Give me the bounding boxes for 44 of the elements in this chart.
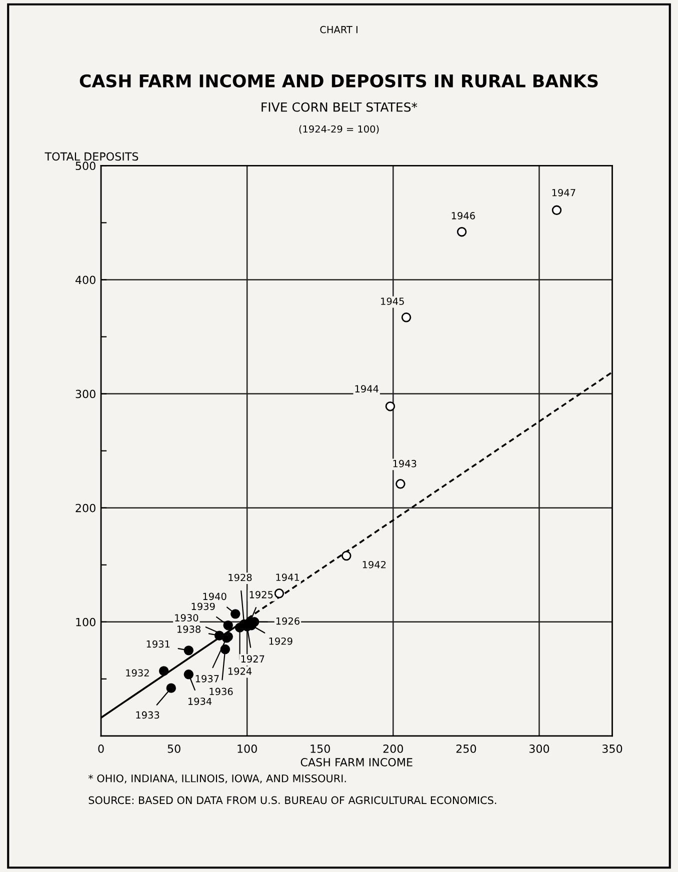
annotation: 1926 — [276, 617, 300, 625]
annotation: 1925 — [250, 590, 273, 598]
y-tick-label: 100 — [76, 618, 96, 626]
text: (1924-29 = 100) — [299, 125, 379, 134]
y-tick-label: 500 — [76, 162, 96, 170]
annotation: 1934 — [188, 698, 212, 705]
x-tick-label: 350 — [602, 744, 622, 753]
annotation: 1928 — [228, 574, 252, 582]
x-tick-label: 200 — [383, 744, 404, 753]
source-note: SOURCE: BASED ON DATA FROM U.S. BUREAU OF AGRICULTURAL ECONOMICS. — [88, 796, 496, 804]
annotation: 1942 — [362, 560, 386, 568]
x-axis-title: CASH FARM INCOME — [300, 758, 412, 766]
annotation: 1929 — [269, 637, 292, 645]
y-tick-label: 300 — [76, 390, 96, 398]
annotation: 1924 — [228, 668, 252, 675]
annotation: 1943 — [393, 460, 416, 468]
x-tick-label: 100 — [238, 744, 257, 753]
text: CHART I — [320, 26, 358, 34]
x-tick-label: 150 — [310, 744, 330, 753]
annotation: 1936 — [210, 688, 233, 696]
chart-subtitle: FIVE CORN BELT STATES* — [262, 102, 418, 112]
annotation: 1932 — [126, 669, 149, 677]
chart-title: CASH FARM INCOME AND DEPOSITS IN RURAL BANKS — [80, 74, 598, 88]
annotation: 1940 — [203, 592, 226, 600]
text: * OHIO, INDIANA, ILLINOIS, IOWA, AND MISSOURI. — [88, 774, 346, 784]
annotation: 1931 — [146, 640, 170, 648]
annotation: 1946 — [452, 212, 475, 220]
y-tick-label: 200 — [76, 504, 96, 512]
x-tick-label: 50 — [168, 744, 180, 753]
annotation: 1941 — [276, 574, 300, 581]
annotation: 1933 — [136, 711, 160, 719]
annotation: 1947 — [552, 188, 576, 196]
x-tick-label: 250 — [456, 744, 476, 753]
y-axis-title: TOTAL DEPOSITS — [44, 152, 138, 161]
y-tick-label: 400 — [75, 276, 96, 284]
annotation: 1937 — [196, 675, 219, 682]
x-tick-label: 0 — [98, 744, 104, 753]
annotation: 1944 — [355, 385, 378, 392]
annotation: 1927 — [241, 655, 264, 663]
annotation: 1939 — [192, 602, 215, 610]
x-tick-label: 300 — [529, 744, 550, 753]
annotation: 1930 — [175, 614, 198, 622]
annotation: 1945 — [381, 298, 404, 305]
annotation: 1938 — [177, 626, 200, 633]
